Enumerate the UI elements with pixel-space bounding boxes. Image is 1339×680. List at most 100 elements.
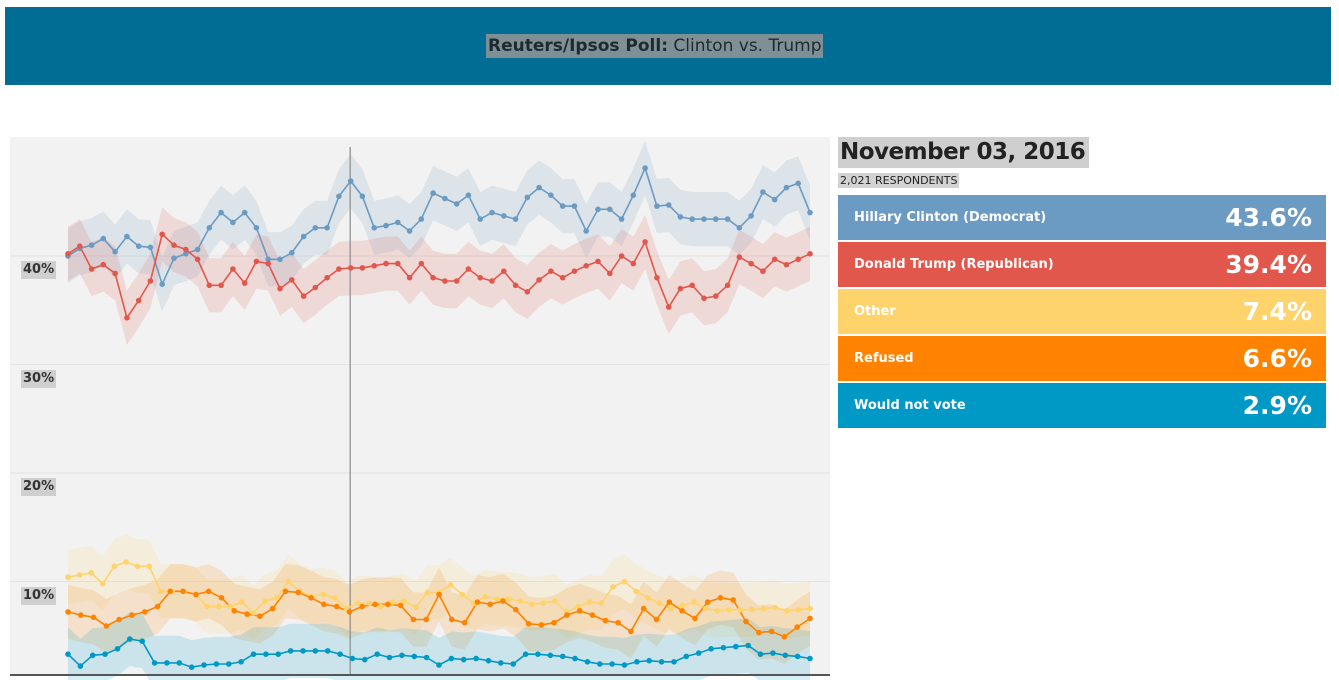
data-point[interactable]	[90, 614, 97, 621]
data-point[interactable]	[453, 278, 460, 284]
data-point[interactable]	[772, 604, 778, 611]
data-point[interactable]	[642, 165, 648, 171]
data-point[interactable]	[226, 661, 232, 667]
data-point[interactable]	[349, 655, 356, 662]
data-point[interactable]	[630, 260, 637, 267]
series-points[interactable]	[65, 165, 813, 670]
data-point[interactable]	[331, 595, 338, 601]
data-point[interactable]	[795, 256, 801, 263]
data-point[interactable]	[206, 225, 213, 231]
data-point[interactable]	[689, 282, 695, 289]
data-point[interactable]	[575, 603, 581, 610]
data-point[interactable]	[586, 599, 593, 605]
data-point[interactable]	[713, 216, 719, 222]
data-point[interactable]	[474, 599, 481, 605]
data-point[interactable]	[287, 648, 294, 654]
data-point[interactable]	[654, 274, 660, 281]
data-point[interactable]	[193, 591, 199, 598]
data-point[interactable]	[77, 243, 83, 249]
data-point[interactable]	[683, 653, 690, 660]
data-point[interactable]	[628, 628, 634, 635]
data-point[interactable]	[300, 233, 307, 240]
data-point[interactable]	[498, 660, 504, 666]
poll-line-chart[interactable]	[10, 137, 830, 680]
data-point[interactable]	[529, 601, 535, 608]
data-point[interactable]	[597, 661, 603, 667]
data-point[interactable]	[610, 584, 616, 590]
data-point[interactable]	[695, 650, 702, 656]
data-point[interactable]	[807, 209, 813, 216]
data-point[interactable]	[100, 261, 107, 268]
data-point[interactable]	[127, 636, 133, 642]
data-point[interactable]	[151, 660, 158, 666]
data-point[interactable]	[453, 201, 460, 207]
data-point[interactable]	[423, 654, 430, 661]
data-point[interactable]	[227, 603, 234, 610]
data-point[interactable]	[418, 216, 425, 222]
data-point[interactable]	[795, 606, 802, 613]
data-point[interactable]	[399, 652, 405, 659]
data-point[interactable]	[253, 258, 260, 265]
data-point[interactable]	[158, 588, 164, 595]
data-point[interactable]	[78, 612, 84, 618]
data-point[interactable]	[320, 591, 326, 598]
data-point[interactable]	[677, 214, 684, 220]
result-row-refused[interactable]: Refused 6.6%	[838, 336, 1326, 381]
data-point[interactable]	[112, 248, 118, 255]
data-point[interactable]	[671, 659, 677, 665]
result-row-would-not-vote[interactable]: Would not vote 2.9%	[838, 383, 1326, 428]
data-point[interactable]	[383, 222, 389, 229]
data-point[interactable]	[679, 602, 686, 609]
data-point[interactable]	[736, 225, 743, 231]
data-point[interactable]	[621, 578, 628, 585]
data-point[interactable]	[807, 615, 813, 622]
data-point[interactable]	[505, 596, 512, 602]
data-point[interactable]	[595, 258, 601, 265]
data-point[interactable]	[134, 563, 141, 570]
data-point[interactable]	[745, 642, 751, 649]
data-point[interactable]	[355, 600, 361, 606]
data-point[interactable]	[111, 563, 118, 570]
data-point[interactable]	[410, 616, 417, 623]
result-row-clinton[interactable]: Hillary Clinton (Democrat) 43.6%	[838, 195, 1326, 240]
data-point[interactable]	[114, 646, 121, 652]
data-point[interactable]	[724, 282, 731, 289]
data-point[interactable]	[583, 263, 589, 269]
data-point[interactable]	[194, 246, 201, 253]
data-point[interactable]	[743, 618, 749, 625]
data-point[interactable]	[724, 216, 731, 222]
data-point[interactable]	[607, 270, 613, 277]
data-point[interactable]	[386, 654, 393, 661]
data-point[interactable]	[135, 243, 142, 249]
data-point[interactable]	[525, 621, 532, 627]
data-point[interactable]	[176, 660, 183, 666]
data-point[interactable]	[501, 213, 507, 219]
data-point[interactable]	[312, 225, 319, 231]
data-point[interactable]	[378, 603, 384, 610]
data-point[interactable]	[65, 609, 71, 615]
data-point[interactable]	[397, 602, 404, 609]
data-point[interactable]	[347, 265, 354, 271]
data-point[interactable]	[366, 600, 373, 606]
data-point[interactable]	[559, 203, 566, 209]
data-point[interactable]	[571, 268, 578, 274]
data-point[interactable]	[760, 268, 766, 274]
data-point[interactable]	[206, 282, 213, 289]
data-point[interactable]	[346, 609, 353, 615]
data-point[interactable]	[159, 231, 165, 238]
data-point[interactable]	[238, 659, 244, 665]
data-point[interactable]	[726, 606, 732, 613]
data-point[interactable]	[501, 268, 507, 274]
data-point[interactable]	[783, 184, 790, 191]
data-point[interactable]	[494, 596, 500, 602]
data-point[interactable]	[372, 601, 378, 608]
data-point[interactable]	[244, 611, 250, 617]
data-point[interactable]	[720, 644, 727, 651]
data-point[interactable]	[607, 206, 613, 213]
data-point[interactable]	[749, 606, 755, 613]
data-point[interactable]	[167, 588, 174, 595]
data-point[interactable]	[383, 260, 389, 267]
data-point[interactable]	[589, 612, 596, 618]
data-point[interactable]	[618, 216, 625, 222]
data-point[interactable]	[547, 652, 554, 659]
